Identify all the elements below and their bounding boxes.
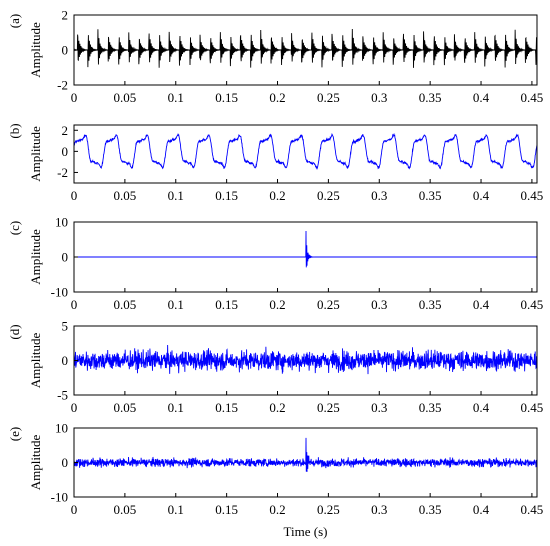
- x-tick-label: 0.05: [114, 90, 137, 105]
- panel-d: 0 0.05 0.1 0.15 0.2 0.25 0.3 0.35 0.4 0.45-505Amp…: [7, 319, 543, 416]
- x-tick-label: 0.45: [521, 90, 544, 105]
- y-tick-label: 10: [55, 421, 68, 436]
- x-tick-label: 0.45: [521, 400, 544, 415]
- x-tick-label: 0.2: [269, 188, 285, 203]
- y-tick-label: 0: [62, 144, 69, 159]
- y-tick-label: -10: [51, 285, 68, 300]
- y-axis-title: Amplitude: [28, 126, 43, 182]
- x-tick-label: 0.3: [371, 502, 387, 517]
- x-tick-label: 0.35: [419, 400, 442, 415]
- y-tick-label: 2: [62, 123, 69, 138]
- x-tick-label: 0.2: [269, 297, 285, 312]
- x-tick-label: 0.1: [168, 400, 184, 415]
- x-tick-label: 0.1: [168, 297, 184, 312]
- y-tick-label: -10: [51, 490, 68, 505]
- y-tick-label: 5: [62, 319, 69, 334]
- x-tick-label: 0.3: [371, 188, 387, 203]
- y-tick-label: -5: [57, 388, 68, 403]
- panel-label: (d): [7, 324, 22, 339]
- panel-a: 0 0.05 0.1 0.15 0.2 0.25 0.3 0.35 0.4 0.45-202Amp…: [7, 8, 543, 106]
- panel-e: 0 0.05 0.1 0.15 0.2 0.25 0.3 0.35 0.4 0.45-10010A…: [7, 421, 543, 540]
- x-tick-label: 0.15: [215, 188, 238, 203]
- x-tick-label: 0: [71, 297, 78, 312]
- x-tick-label: 0.45: [521, 502, 544, 517]
- x-tick-label: 0: [71, 400, 78, 415]
- y-tick-label: 0: [62, 353, 69, 368]
- panel-label: (a): [7, 14, 22, 28]
- x-tick-label: 0.35: [419, 502, 442, 517]
- panel-label: (c): [7, 221, 22, 235]
- x-tick-label: 0.15: [215, 400, 238, 415]
- x-tick-label: 0.05: [114, 400, 137, 415]
- x-tick-label: 0.35: [419, 90, 442, 105]
- y-axis-title: Amplitude: [28, 22, 43, 78]
- y-tick-label: 0: [62, 250, 69, 265]
- x-tick-label: 0.15: [215, 90, 238, 105]
- x-tick-label: 0.3: [371, 297, 387, 312]
- x-tick-label: 0.05: [114, 188, 137, 203]
- x-tick-label: 0.25: [317, 188, 340, 203]
- y-tick-label: 10: [55, 215, 68, 230]
- x-tick-label: 0.25: [317, 502, 340, 517]
- panel-c: 0 0.05 0.1 0.15 0.2 0.25 0.3 0.35 0.4 0.45-10010A…: [7, 215, 543, 313]
- x-tick-label: 0.2: [269, 502, 285, 517]
- x-tick-label: 0.1: [168, 188, 184, 203]
- x-tick-label: 0.1: [168, 502, 184, 517]
- x-axis-title: Time (s): [284, 524, 328, 539]
- x-tick-label: 0.35: [419, 297, 442, 312]
- x-tick-label: 0.4: [473, 188, 490, 203]
- panel-label: (e): [7, 427, 22, 441]
- y-tick-label: 2: [62, 8, 69, 23]
- y-axis-title: Amplitude: [28, 332, 43, 388]
- x-tick-label: 0.45: [521, 188, 544, 203]
- series-line: [74, 29, 537, 68]
- x-tick-label: 0.4: [473, 502, 490, 517]
- x-tick-label: 0.25: [317, 400, 340, 415]
- x-tick-label: 0.15: [215, 297, 238, 312]
- y-axis-title: Amplitude: [28, 434, 43, 490]
- x-tick-label: 0.05: [114, 297, 137, 312]
- y-tick-label: -2: [57, 165, 68, 180]
- x-tick-label: 0.4: [473, 297, 490, 312]
- x-tick-label: 0.3: [371, 90, 387, 105]
- plot-frame: [73, 124, 538, 184]
- series-line: [74, 437, 537, 472]
- x-tick-label: 0.1: [168, 90, 184, 105]
- x-tick-label: 0.3: [371, 400, 387, 415]
- x-tick-label: 0: [71, 90, 78, 105]
- x-tick-label: 0: [71, 502, 78, 517]
- series-line: [74, 230, 537, 268]
- x-tick-label: 0.25: [317, 297, 340, 312]
- panel-label: (b): [7, 123, 22, 138]
- panel-b: 0 0.05 0.1 0.15 0.2 0.25 0.3 0.35 0.4 0.45-202Amp…: [7, 123, 543, 203]
- y-tick-label: -2: [57, 78, 68, 93]
- y-axis-title: Amplitude: [28, 229, 43, 285]
- x-tick-label: 0.05: [114, 502, 137, 517]
- x-tick-label: 0: [71, 188, 78, 203]
- series-line: [74, 132, 537, 171]
- x-tick-label: 0.15: [215, 502, 238, 517]
- series-line: [74, 345, 537, 375]
- x-tick-label: 0.2: [269, 90, 285, 105]
- x-tick-label: 0.25: [317, 90, 340, 105]
- x-tick-label: 0.4: [473, 400, 490, 415]
- y-tick-label: 0: [62, 43, 69, 58]
- x-tick-label: 0.2: [269, 400, 285, 415]
- y-tick-label: 0: [62, 455, 69, 470]
- x-tick-label: 0.4: [473, 90, 490, 105]
- x-tick-label: 0.35: [419, 188, 442, 203]
- x-tick-label: 0.45: [521, 297, 544, 312]
